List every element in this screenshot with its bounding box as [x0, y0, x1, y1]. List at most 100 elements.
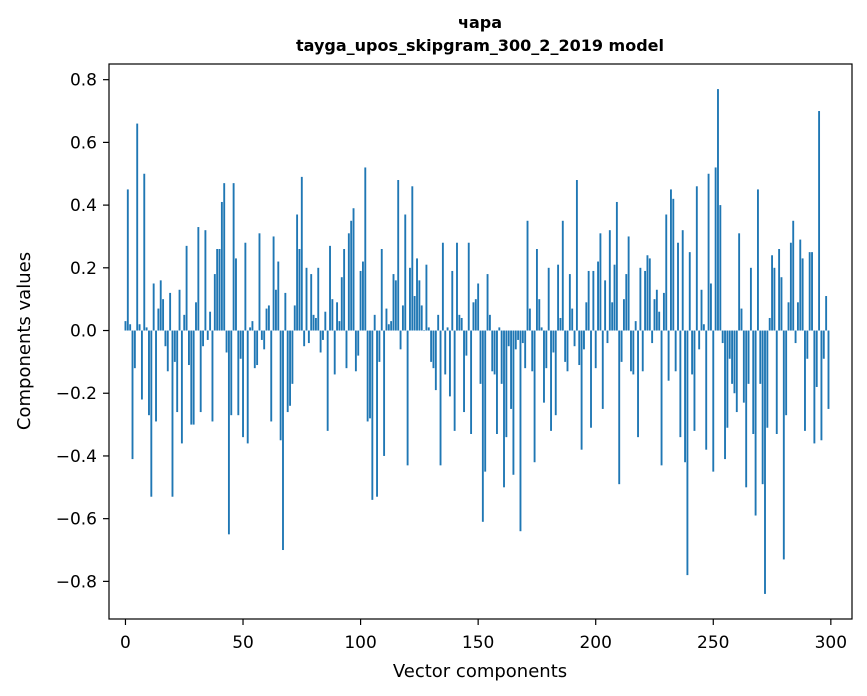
- bar-200: [594, 330, 597, 369]
- bar-129: [427, 327, 430, 331]
- bar-157: [493, 330, 496, 375]
- bar-57: [258, 233, 261, 331]
- bar-158: [496, 330, 498, 434]
- bar-135: [441, 242, 444, 331]
- bar-264: [745, 330, 748, 488]
- bar-19: [169, 292, 172, 331]
- bar-298: [825, 296, 828, 331]
- bar-271: [761, 330, 764, 485]
- bar-170: [524, 330, 527, 369]
- bar-90: [336, 302, 339, 331]
- bar-11: [150, 330, 153, 497]
- bar-32: [199, 330, 202, 413]
- bar-106: [373, 314, 376, 331]
- bar-235: [677, 242, 679, 331]
- bar-72: [293, 305, 296, 331]
- bar-14: [157, 308, 160, 331]
- bar-13: [155, 330, 157, 422]
- bar-56: [256, 330, 259, 366]
- bar-141: [456, 242, 458, 331]
- bar-284: [792, 220, 795, 331]
- y-tick-label-6: −0.4: [56, 447, 97, 467]
- bar-84: [322, 330, 324, 340]
- bar-225: [653, 299, 656, 331]
- bar-210: [618, 330, 621, 485]
- bar-151: [479, 330, 482, 384]
- bar-80: [312, 314, 315, 331]
- y-tick-label-1: 0.6: [70, 133, 97, 153]
- bar-182: [552, 330, 555, 353]
- bar-70: [289, 330, 291, 406]
- bar-109: [380, 249, 383, 331]
- bar-250: [712, 330, 715, 472]
- bar-64: [275, 289, 277, 331]
- bar-86: [326, 330, 329, 431]
- bar-36: [209, 311, 212, 331]
- bar-40: [218, 249, 221, 331]
- bar-280: [782, 330, 785, 560]
- bar-54: [251, 321, 254, 331]
- bar-203: [601, 330, 604, 409]
- bar-286: [796, 302, 799, 331]
- bar-24: [180, 330, 183, 444]
- bar-245: [700, 289, 703, 331]
- bar-85: [324, 311, 327, 331]
- bar-226: [655, 289, 658, 331]
- bar-296: [820, 330, 823, 441]
- bar-117: [399, 330, 402, 350]
- bar-189: [568, 274, 571, 331]
- bar-16: [162, 299, 165, 331]
- bar-62: [270, 330, 273, 422]
- bar-211: [620, 330, 623, 362]
- bar-156: [491, 330, 494, 372]
- x-tick-label-200: 200: [579, 633, 611, 653]
- bar-282: [787, 302, 790, 331]
- bar-121: [409, 267, 411, 331]
- bar-122: [411, 186, 414, 331]
- bar-159: [498, 327, 501, 331]
- bar-17: [164, 330, 167, 347]
- bar-273: [766, 330, 769, 428]
- bar-26: [185, 245, 188, 331]
- bar-227: [658, 311, 661, 331]
- bar-199: [592, 270, 595, 331]
- bar-176: [538, 299, 541, 331]
- y-tick-label-5: −0.2: [56, 384, 97, 404]
- bar-277: [775, 330, 778, 434]
- bar-285: [794, 330, 797, 344]
- bar-93: [343, 249, 346, 331]
- bar-195: [583, 330, 585, 350]
- bar-124: [416, 258, 418, 331]
- bar-133: [437, 314, 440, 331]
- bar-120: [406, 330, 409, 466]
- bar-238: [684, 330, 686, 463]
- bar-58: [260, 330, 263, 340]
- bar-288: [801, 258, 804, 331]
- y-tick-label-7: −0.6: [56, 510, 97, 530]
- bar-148: [472, 302, 475, 331]
- bar-81: [314, 317, 317, 331]
- bar-253: [719, 205, 722, 331]
- bar-292: [811, 252, 813, 331]
- bar-191: [573, 330, 576, 347]
- bar-47: [235, 258, 237, 331]
- bar-160: [500, 330, 503, 384]
- bar-60: [265, 308, 268, 331]
- bar-257: [728, 330, 731, 359]
- x-tick-label-100: 100: [344, 633, 376, 653]
- bar-88: [331, 299, 334, 331]
- bar-136: [444, 330, 447, 375]
- bar-232: [670, 189, 672, 331]
- bar-143: [460, 317, 463, 331]
- bar-79: [310, 274, 313, 331]
- bar-134: [439, 330, 442, 466]
- bar-218: [637, 330, 639, 438]
- bar-198: [590, 330, 592, 428]
- bar-75: [300, 176, 303, 331]
- bar-255: [724, 330, 726, 460]
- bar-272: [764, 330, 766, 594]
- y-tick-label-0: 0.8: [70, 71, 97, 91]
- bar-270: [759, 330, 762, 384]
- bar-30: [195, 302, 197, 331]
- bar-274: [768, 317, 771, 331]
